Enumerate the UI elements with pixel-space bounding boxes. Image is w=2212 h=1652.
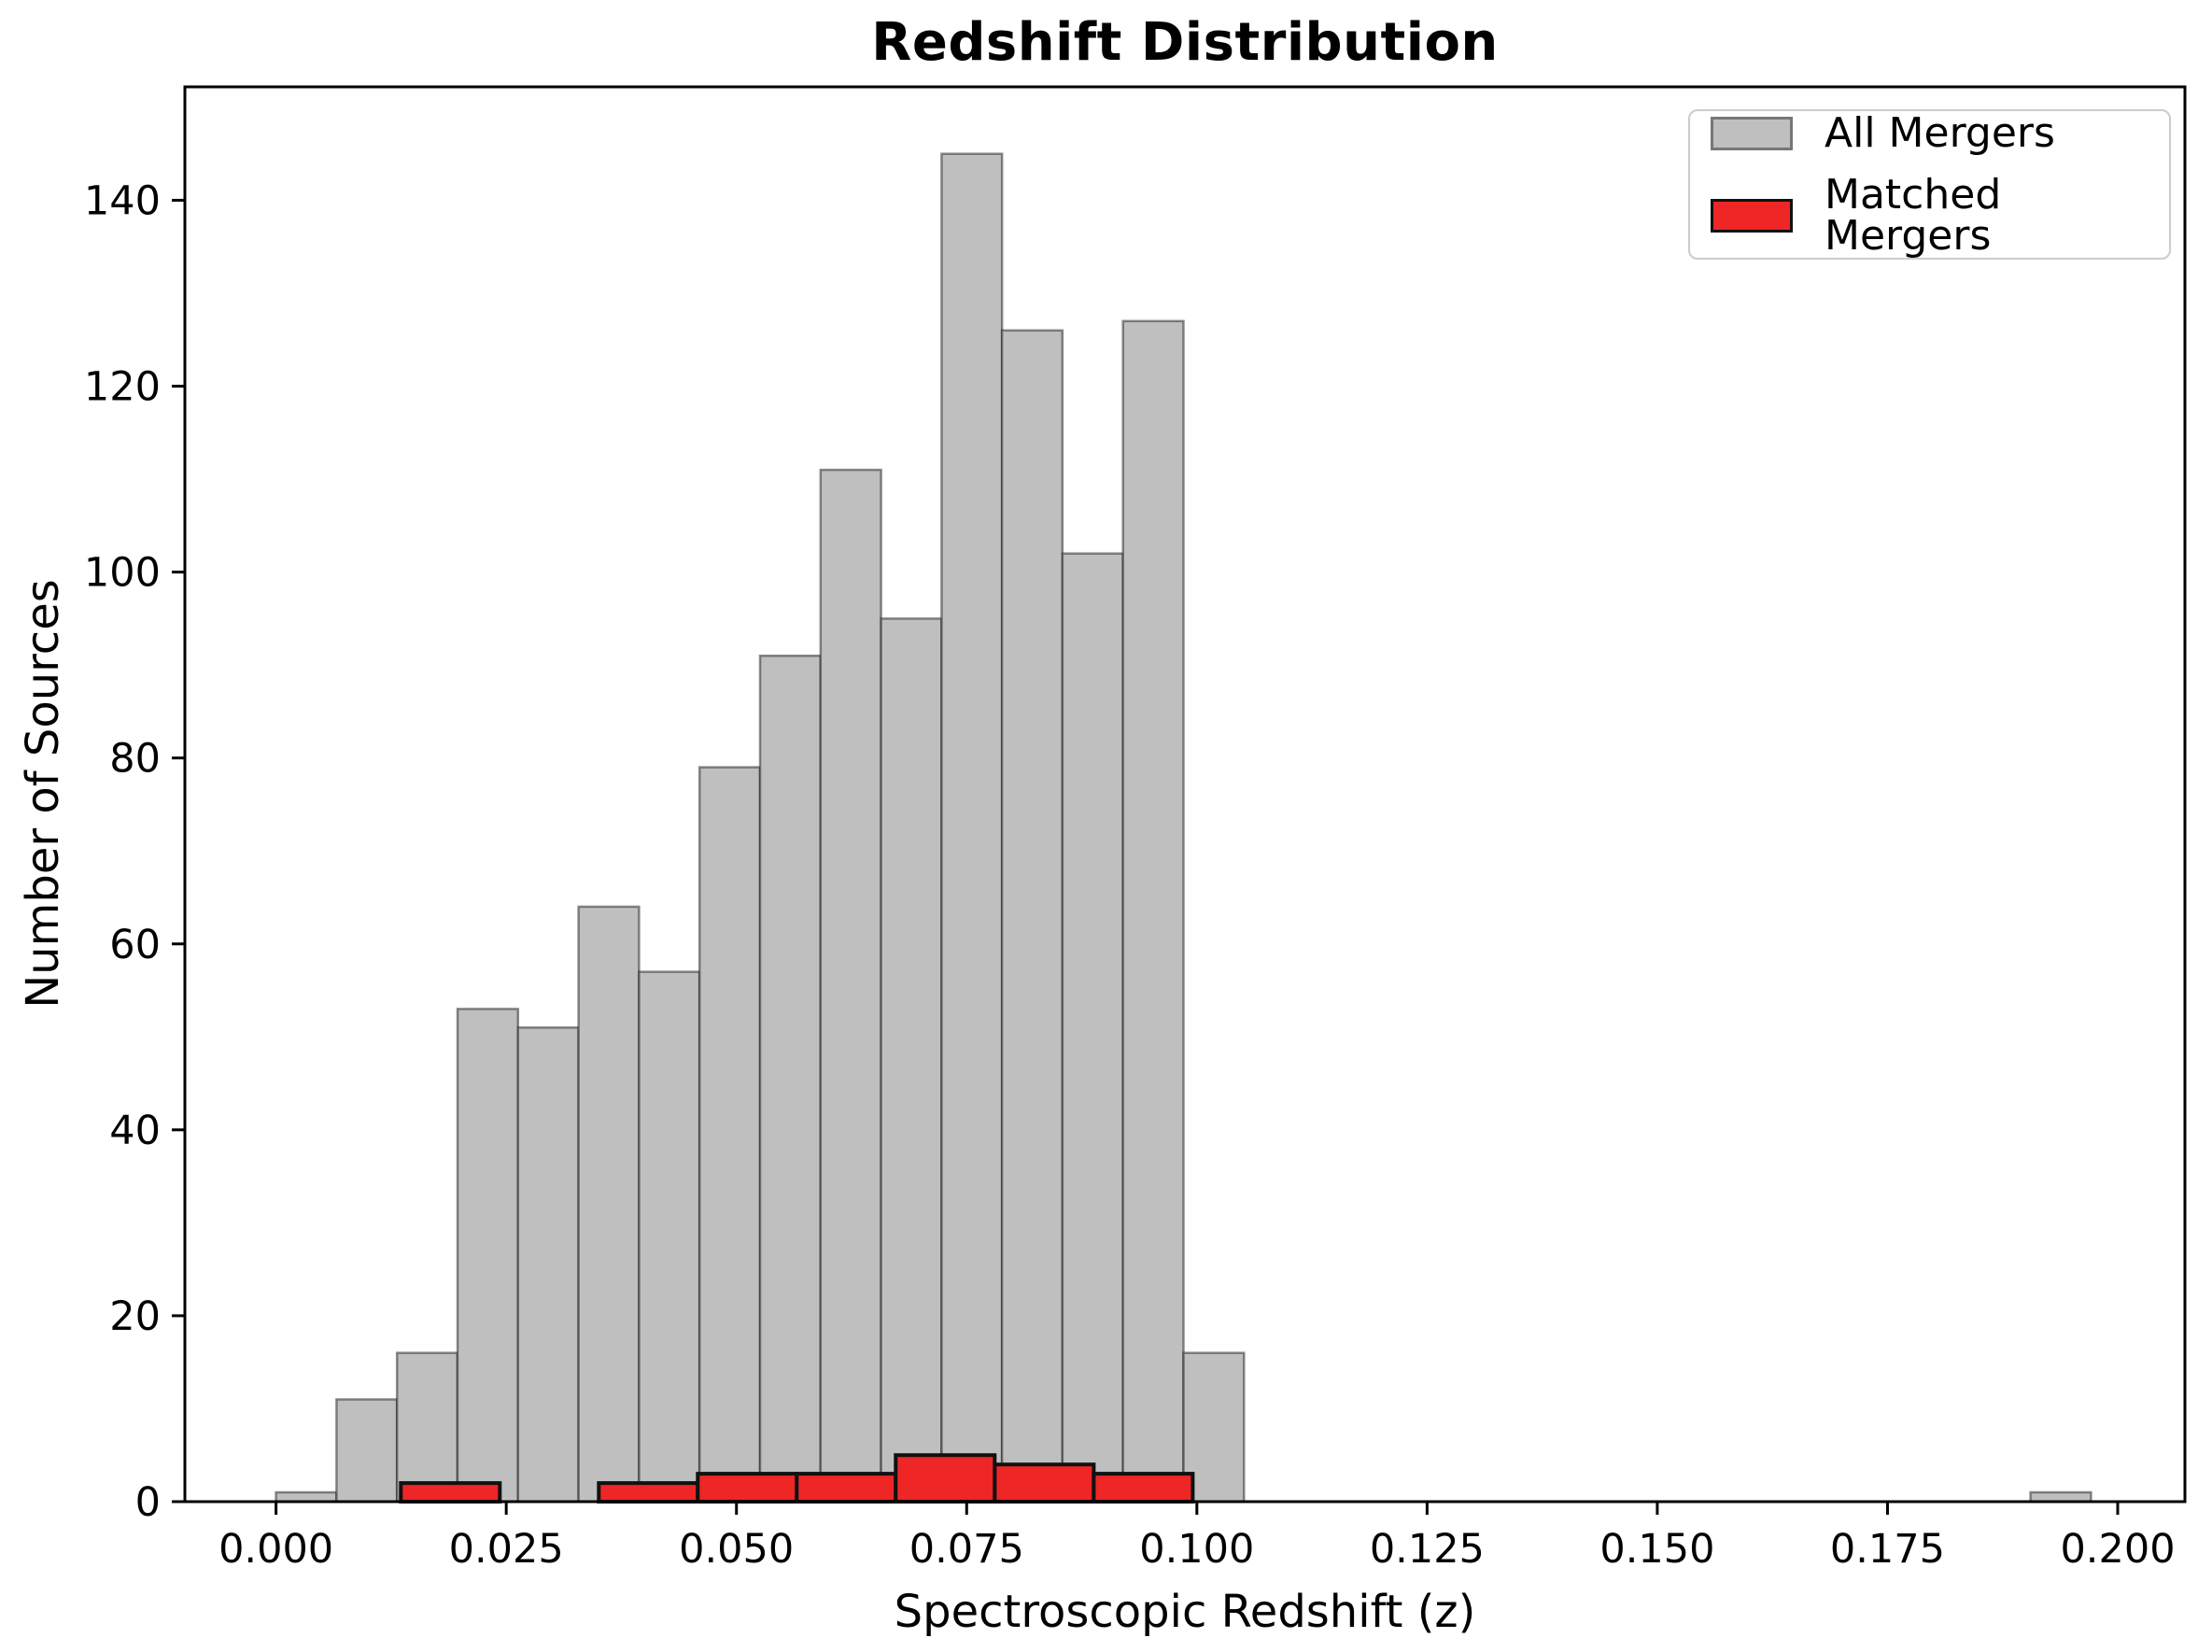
svg-text:0.125: 0.125 [1370, 1526, 1485, 1573]
svg-text:0.025: 0.025 [449, 1526, 564, 1573]
svg-text:0.200: 0.200 [2060, 1526, 2175, 1573]
svg-text:140: 140 [84, 177, 161, 224]
svg-text:0.000: 0.000 [218, 1526, 333, 1573]
svg-text:0: 0 [135, 1479, 161, 1526]
svg-text:40: 40 [109, 1108, 161, 1154]
legend: All Mergers Matched Mergers [1688, 109, 2171, 260]
svg-text:120: 120 [84, 364, 161, 411]
svg-text:0.075: 0.075 [909, 1526, 1024, 1573]
legend-label-all-mergers: All Mergers [1825, 108, 2055, 157]
svg-text:100: 100 [84, 550, 161, 597]
legend-swatch-matched-mergers [1711, 198, 1793, 233]
svg-text:60: 60 [109, 922, 161, 968]
svg-text:0.175: 0.175 [1830, 1526, 1945, 1573]
x-axis-label: Spectroscopic Redshift (z) [894, 1586, 1476, 1638]
legend-swatch-all-mergers [1711, 116, 1793, 150]
chart-title: Redshift Distribution [871, 12, 1499, 73]
svg-text:0.150: 0.150 [1599, 1526, 1714, 1573]
svg-text:80: 80 [109, 736, 161, 783]
legend-item-matched-mergers: Matched Mergers [1711, 170, 2149, 260]
legend-item-all-mergers: All Mergers [1711, 108, 2149, 157]
svg-text:20: 20 [109, 1293, 161, 1340]
y-axis-label: Number of Sources [17, 579, 69, 1009]
svg-text:0.100: 0.100 [1139, 1526, 1254, 1573]
svg-text:0.050: 0.050 [679, 1526, 794, 1573]
legend-label-matched-mergers: Matched Mergers [1825, 170, 2002, 260]
